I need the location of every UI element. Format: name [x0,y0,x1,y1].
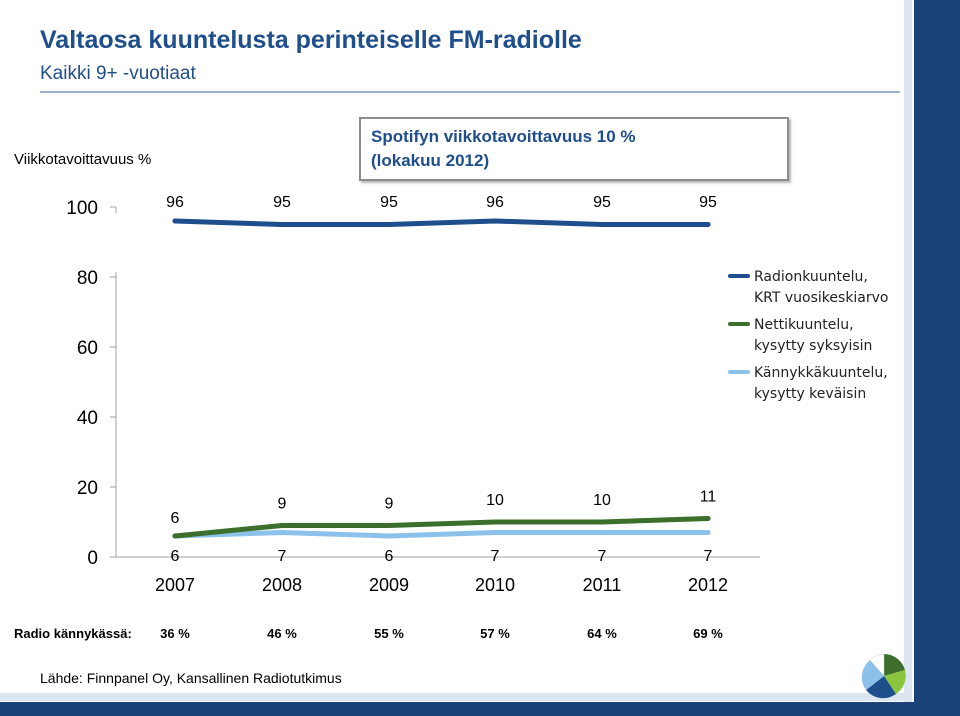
right-accent-bar [914,0,960,716]
spotify-annotation-box: Spotifyn viikkotavoittavuus 10 % (lokaku… [359,117,789,181]
series-0-point-2012 [705,222,711,227]
data-label-series-2-2011: 7 [598,548,607,565]
data-label-series-2-2008: 7 [278,548,287,565]
right-accent-stripe [904,0,912,716]
y-tick-label-20: 20 [77,478,98,499]
data-label-series-0-2009: 95 [380,194,398,211]
series-line-0 [172,218,711,227]
y-tick-label-40: 40 [77,408,98,429]
series-0-point-2010 [492,218,498,224]
radio-phone-value-2010: 57 % [480,626,510,641]
legend-label-radio-line1: Radionkuuntelu, [754,269,868,285]
y-axis: 100 80 60 40 20 0 [66,198,760,569]
legend-label-phone-line1: Kännykkäkuuntelu, [754,365,888,381]
series-2-point-2010 [492,530,498,535]
page-title: Valtaosa kuuntelusta perinteiselle FM-ra… [40,26,582,54]
series-0-point-2007 [172,218,178,224]
radio-phone-value-2011: 64 % [587,626,617,641]
data-label-series-0-2008: 95 [273,194,291,211]
legend-item-phone: Kännykkäkuuntelu, kysytty keväisin [728,362,903,410]
series-1-point-2012 [705,516,711,521]
annotation-line-2: (lokakuu 2012) [371,151,490,170]
y-tick-label-0: 0 [87,548,98,569]
legend-swatch-radio [728,274,750,278]
series-1-point-2011 [599,519,605,525]
series-1-point-2007 [172,533,178,539]
bottom-accent-stripe [0,693,904,701]
data-label-series-0-2012: 95 [699,194,717,211]
legend-label-net: Nettikuuntelu, kysytty syksyisin [754,315,914,357]
radio-phone-value-2009: 55 % [374,626,404,641]
x-tick-label-2009: 2009 [369,575,409,595]
data-labels: 96 95 95 96 95 95 6 9 9 10 10 11 6 7 6 7 7 7 [166,194,717,565]
legend-item-net: Nettikuuntelu, kysytty syksyisin [728,314,903,362]
x-tick-label-2012: 2012 [688,575,728,595]
data-label-series-2-2007: 6 [171,548,180,565]
data-label-series-0-2007: 96 [166,194,184,211]
series-2-point-2009 [386,533,392,539]
series-0-point-2009 [386,222,392,227]
series-1-point-2009 [386,523,392,528]
radio-phone-value-2012: 69 % [693,626,723,641]
legend-label-phone: Kännykkäkuuntelu, kysytty keväisin [754,363,914,405]
legend-label-radio: Radionkuuntelu, KRT vuosikeskiarvo [754,267,914,309]
circle-segments-logo-icon [861,653,906,699]
legend-label-phone-line2: kysytty keväisin [754,386,867,402]
data-label-series-1-2010: 10 [486,492,504,509]
x-tick-label-2010: 2010 [475,575,515,595]
radio-phone-value-2007: 36 % [160,626,190,641]
series-2-point-2011 [599,530,605,535]
radio-phone-value-2008: 46 % [267,626,297,641]
data-label-series-2-2012: 7 [704,548,713,565]
series-lines [172,218,711,539]
legend-label-net-line2: kysytty syksyisin [754,338,873,354]
series-line-1 [172,516,711,539]
data-label-series-2-2010: 7 [491,548,500,565]
radio-phone-label: Radio kännykässä: [14,626,132,641]
title-divider [40,91,900,93]
x-tick-label-2007: 2007 [155,575,195,595]
legend-label-radio-line2: KRT vuosikeskiarvo [754,290,889,306]
bottom-accent-bar [0,702,960,716]
y-axis-title: Viikkotavoittavuus % [14,151,152,168]
y-tick-label-100: 100 [66,198,98,219]
series-1-point-2008 [279,523,285,528]
data-label-series-0-2010: 96 [486,194,504,211]
data-label-series-1-2011: 10 [593,492,611,509]
x-tick-label-2011: 2011 [583,575,622,595]
data-label-series-1-2009: 9 [385,496,394,513]
y-tick-label-60: 60 [77,338,98,359]
data-label-series-1-2007: 6 [171,510,180,527]
legend-swatch-phone [728,370,750,374]
series-0-point-2008 [279,222,285,227]
legend-item-radio: Radionkuuntelu, KRT vuosikeskiarvo [728,266,903,314]
series-2-point-2012 [705,530,711,535]
source-note: Lähde: Finnpanel Oy, Kansallinen Radiotu… [40,670,342,686]
series-line-2 [172,530,711,539]
x-tick-label-2008: 2008 [262,575,302,595]
x-axis-labels: 2007 2008 2009 2010 2011 2012 [155,575,728,595]
page-subtitle: Kaikki 9+ -vuotiaat [40,63,196,84]
chart-legend: Radionkuuntelu, KRT vuosikeskiarvo Netti… [728,266,903,410]
series-1-point-2010 [492,519,498,525]
legend-label-net-line1: Nettikuuntelu, [754,317,854,333]
series-0-point-2011 [599,222,605,227]
data-label-series-1-2012: 11 [700,489,717,506]
series-2-point-2008 [279,530,285,535]
y-tick-label-80: 80 [77,268,98,289]
legend-swatch-net [728,322,750,326]
data-label-series-1-2008: 9 [278,496,287,513]
data-label-series-0-2011: 95 [593,194,611,211]
annotation-line-1: Spotifyn viikkotavoittavuus 10 % [371,127,636,146]
data-label-series-2-2009: 6 [385,548,394,565]
